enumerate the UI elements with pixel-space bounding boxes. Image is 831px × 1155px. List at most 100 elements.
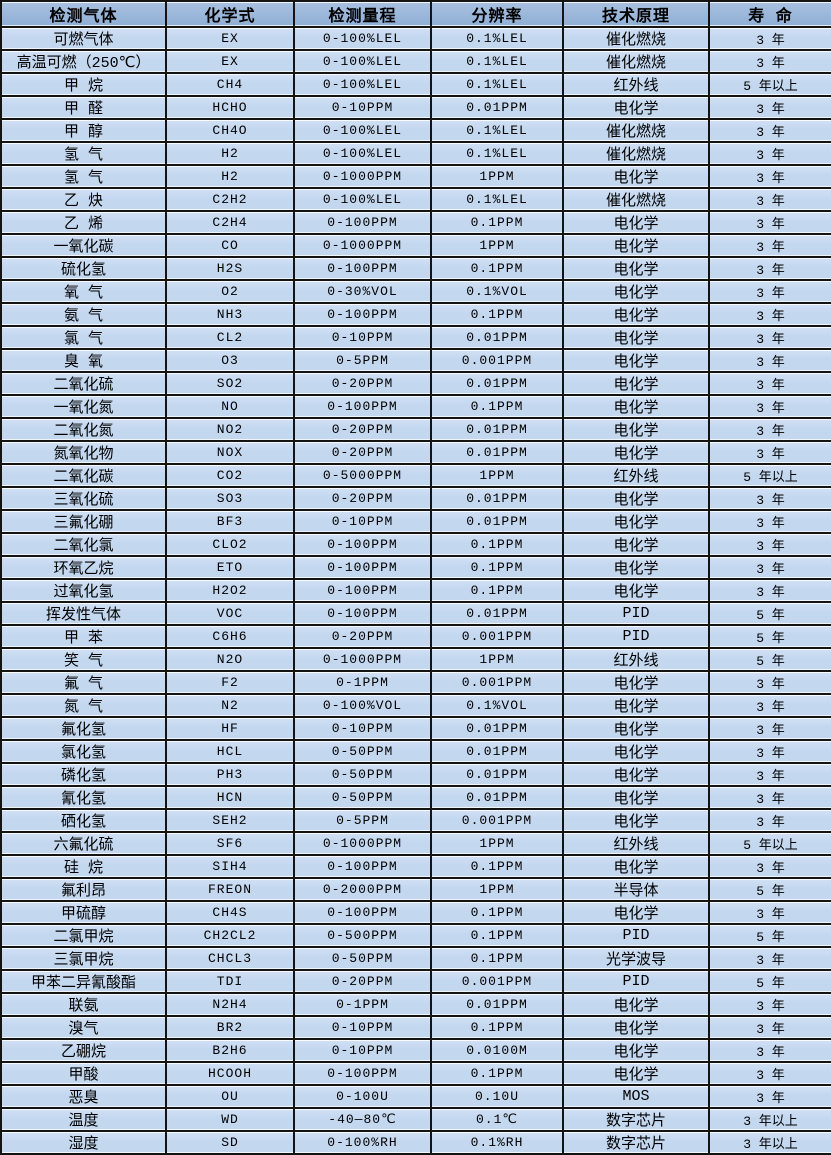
lifespan-cell: 3 年 (710, 143, 831, 166)
principle-cell: 电化学 (564, 235, 710, 258)
table-row: 恶臭 OU 0-100U 0.10U MOS 3 年 (2, 1086, 831, 1109)
resolution-cell: 0.01PPM (432, 511, 564, 534)
formula-cell: CH4S (167, 902, 295, 925)
table-row: 环氧乙烷 ETO 0-100PPM 0.1PPM 电化学 3 年 (2, 557, 831, 580)
principle-cell: MOS (564, 1086, 710, 1109)
gas-name-cell: 联氨 (2, 994, 167, 1017)
range-cell: 0-100PPM (295, 603, 432, 626)
gas-name-cell: 甲 醇 (2, 120, 167, 143)
column-header-principle: 技术原理 (564, 2, 710, 28)
principle-cell: 红外线 (564, 74, 710, 97)
gas-name-cell: 湿度 (2, 1132, 167, 1155)
formula-cell: CL2 (167, 327, 295, 350)
formula-cell: EX (167, 51, 295, 74)
resolution-cell: 0.01PPM (432, 419, 564, 442)
table-row: 甲苯二异氰酸酯 TDI 0-20PPM 0.001PPM PID 5 年 (2, 971, 831, 994)
lifespan-cell: 3 年 (710, 189, 831, 212)
resolution-cell: 0.10U (432, 1086, 564, 1109)
resolution-cell: 0.1%RH (432, 1132, 564, 1155)
gas-name-cell: 温度 (2, 1109, 167, 1132)
formula-cell: NO2 (167, 419, 295, 442)
principle-cell: 电化学 (564, 902, 710, 925)
gas-name-cell: 二氧化碳 (2, 465, 167, 488)
formula-cell: SO2 (167, 373, 295, 396)
gas-name-cell: 氰化氢 (2, 787, 167, 810)
resolution-cell: 0.001PPM (432, 626, 564, 649)
formula-cell: H2S (167, 258, 295, 281)
gas-name-cell: 硫化氢 (2, 258, 167, 281)
principle-cell: PID (564, 603, 710, 626)
resolution-cell: 0.1PPM (432, 304, 564, 327)
resolution-cell: 0.1%VOL (432, 281, 564, 304)
lifespan-cell: 3 年以上 (710, 1109, 831, 1132)
gas-name-cell: 一氧化碳 (2, 235, 167, 258)
principle-cell: 电化学 (564, 350, 710, 373)
gas-name-cell: 氨 气 (2, 304, 167, 327)
resolution-cell: 0.1PPM (432, 212, 564, 235)
principle-cell: 电化学 (564, 557, 710, 580)
gas-name-cell: 氟 气 (2, 672, 167, 695)
table-row: 乙 炔 C2H2 0-100%LEL 0.1%LEL 催化燃烧 3 年 (2, 189, 831, 212)
resolution-cell: 0.1PPM (432, 1017, 564, 1040)
table-row: 三氧化硫 SO3 0-20PPM 0.01PPM 电化学 3 年 (2, 488, 831, 511)
principle-cell: PID (564, 925, 710, 948)
gas-name-cell: 二氯甲烷 (2, 925, 167, 948)
resolution-cell: 0.01PPM (432, 327, 564, 350)
formula-cell: B2H6 (167, 1040, 295, 1063)
lifespan-cell: 3 年 (710, 396, 831, 419)
header-row: 检测气体 化学式 检测量程 分辨率 技术原理寿 命 (2, 2, 831, 28)
range-cell: 0-100PPM (295, 902, 432, 925)
table-body: 可燃气体 EX 0-100%LEL 0.1%LEL 催化燃烧 3 年高温可燃（250℃） E… (2, 28, 831, 1155)
resolution-cell: 1PPM (432, 833, 564, 856)
range-cell: 0-100%LEL (295, 74, 432, 97)
range-cell: 0-100PPM (295, 258, 432, 281)
range-cell: 0-10PPM (295, 1040, 432, 1063)
table-row: 硅 烷 SIH4 0-100PPM 0.1PPM 电化学 3 年 (2, 856, 831, 879)
principle-cell: 电化学 (564, 97, 710, 120)
principle-cell: 半导体 (564, 879, 710, 902)
resolution-cell: 0.01PPM (432, 764, 564, 787)
range-cell: 0-100%VOL (295, 695, 432, 718)
principle-cell: PID (564, 971, 710, 994)
table-row: 氧 气 O2 0-30%VOL 0.1%VOL 电化学 3 年 (2, 281, 831, 304)
principle-cell: PID (564, 626, 710, 649)
lifespan-cell: 3 年 (710, 350, 831, 373)
lifespan-cell: 3 年 (710, 787, 831, 810)
table-row: 氟 气 F2 0-1PPM 0.001PPM 电化学 3 年 (2, 672, 831, 695)
table-row: 三氟化硼 BF3 0-10PPM 0.01PPM 电化学 3 年 (2, 511, 831, 534)
gas-name-cell: 臭 氧 (2, 350, 167, 373)
range-cell: -40—80℃ (295, 1109, 432, 1132)
formula-cell: NOX (167, 442, 295, 465)
range-cell: 0-20PPM (295, 373, 432, 396)
principle-cell: 电化学 (564, 281, 710, 304)
range-cell: 0-100U (295, 1086, 432, 1109)
principle-cell: 电化学 (564, 166, 710, 189)
gas-name-cell: 氟利昂 (2, 879, 167, 902)
resolution-cell: 0.01PPM (432, 994, 564, 1017)
range-cell: 0-1000PPM (295, 166, 432, 189)
range-cell: 0-5PPM (295, 350, 432, 373)
range-cell: 0-50PPM (295, 764, 432, 787)
formula-cell: SEH2 (167, 810, 295, 833)
range-cell: 0-100%LEL (295, 28, 432, 51)
range-cell: 0-10PPM (295, 327, 432, 350)
resolution-cell: 0.01PPM (432, 741, 564, 764)
formula-cell: HF (167, 718, 295, 741)
resolution-cell: 0.01PPM (432, 97, 564, 120)
lifespan-cell: 3 年 (710, 373, 831, 396)
formula-cell: SO3 (167, 488, 295, 511)
range-cell: 0-100%LEL (295, 143, 432, 166)
table-row: 甲硫醇 CH4S 0-100PPM 0.1PPM 电化学 3 年 (2, 902, 831, 925)
formula-cell: SIH4 (167, 856, 295, 879)
gas-name-cell: 氮 气 (2, 695, 167, 718)
range-cell: 0-50PPM (295, 948, 432, 971)
lifespan-cell: 3 年 (710, 28, 831, 51)
column-header-formula: 化学式 (167, 2, 295, 28)
table-row: 二氧化硫 SO2 0-20PPM 0.01PPM 电化学 3 年 (2, 373, 831, 396)
resolution-cell: 0.1%LEL (432, 143, 564, 166)
range-cell: 0-500PPM (295, 925, 432, 948)
resolution-cell: 1PPM (432, 879, 564, 902)
formula-cell: TDI (167, 971, 295, 994)
formula-cell: CLO2 (167, 534, 295, 557)
